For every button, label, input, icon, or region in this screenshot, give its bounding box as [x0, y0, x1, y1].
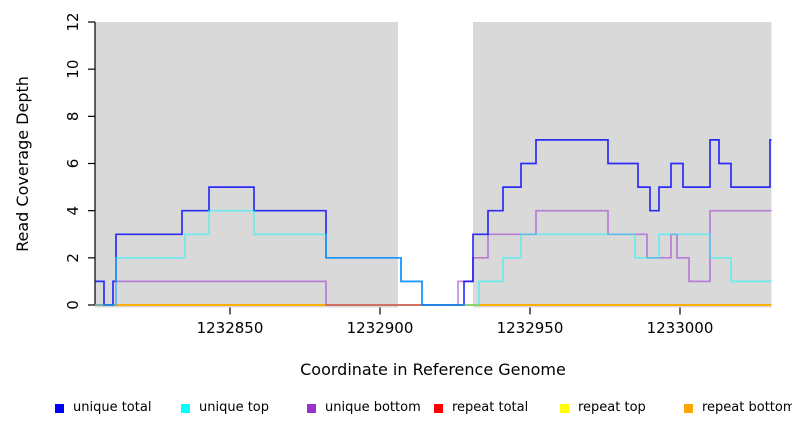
- legend-label: unique total: [73, 400, 152, 415]
- x-axis-title: Coordinate in Reference Genome: [300, 360, 566, 379]
- legend-label: unique bottom: [325, 400, 421, 415]
- y-tick-label: 0: [64, 300, 82, 310]
- legend-label: repeat top: [578, 400, 646, 415]
- legend-swatch-repeat-total: [434, 403, 443, 413]
- legend-label: repeat total: [452, 400, 529, 415]
- legend-item-repeat-bottom: repeat bottom: [684, 399, 792, 417]
- legend-swatch-repeat-top: [560, 403, 569, 413]
- legend-swatch-repeat-bottom: [684, 403, 693, 413]
- legend-swatch-unique-bottom: [307, 403, 316, 413]
- series-line-unique-bottom: [95, 209, 772, 306]
- chart-legend: unique total unique top unique bottom repea…: [0, 399, 792, 419]
- series-line-unique-top: [95, 209, 772, 306]
- series-lines: [95, 139, 772, 306]
- y-tick-label: 6: [64, 159, 82, 169]
- x-tick-label: 1233000: [647, 319, 714, 337]
- legend-label: repeat bottom: [702, 400, 792, 415]
- y-tick-label: 8: [64, 112, 82, 122]
- y-axis-title: Read Coverage Depth: [13, 76, 32, 252]
- series-line-unique-total: [95, 139, 772, 306]
- y-tick-label: 2: [64, 253, 82, 263]
- legend-swatch-unique-top: [181, 403, 190, 413]
- x-tick-label: 1232850: [197, 319, 264, 337]
- y-tick-label: 12: [64, 12, 82, 31]
- y-tick-label: 10: [64, 60, 82, 79]
- legend-swatch-unique-total: [55, 403, 64, 413]
- axes: 0 2 4 6 8 10 12 1232850 1232900 1232950 1233000: [64, 12, 713, 337]
- shaded-region: [95, 22, 398, 308]
- legend-label: unique top: [199, 400, 270, 415]
- legend-item-repeat-total: repeat total: [434, 399, 528, 417]
- legend-item-unique-bottom: unique bottom: [307, 399, 421, 417]
- legend-item-repeat-top: repeat top: [560, 399, 646, 417]
- shaded-region: [473, 22, 772, 308]
- y-tick-label: 4: [64, 206, 82, 216]
- legend-item-unique-top: unique top: [181, 399, 269, 417]
- x-tick-label: 1232950: [497, 319, 564, 337]
- x-tick-label: 1232900: [347, 319, 414, 337]
- legend-item-unique-total: unique total: [55, 399, 151, 417]
- shaded-regions: [95, 22, 772, 308]
